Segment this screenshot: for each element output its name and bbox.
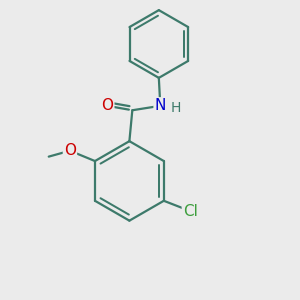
Text: O: O [64,143,76,158]
Text: H: H [170,101,181,115]
Text: O: O [101,98,113,113]
Text: N: N [154,98,166,113]
Text: Cl: Cl [183,204,198,219]
